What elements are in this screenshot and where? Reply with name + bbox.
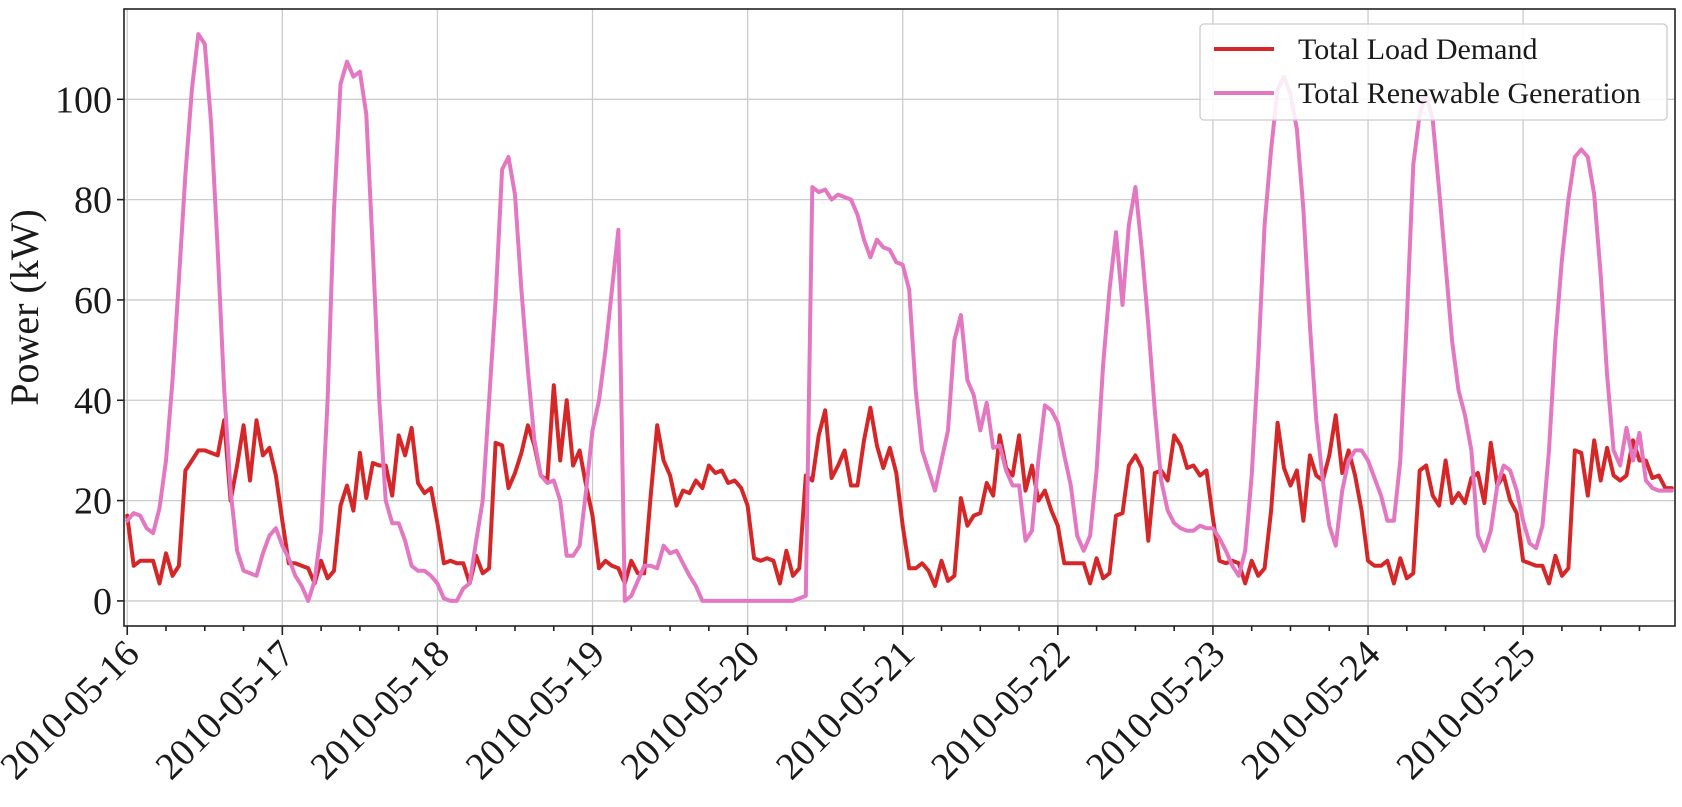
x-tick-label: 2010-05-16 bbox=[0, 633, 148, 788]
x-tick-label: 2010-05-19 bbox=[458, 633, 613, 788]
x-tick-label: 2010-05-20 bbox=[613, 633, 768, 788]
legend-label-load-demand: Total Load Demand bbox=[1298, 33, 1538, 66]
series-line-load-demand bbox=[125, 383, 1674, 588]
x-tick-label: 2010-05-24 bbox=[1233, 633, 1388, 788]
y-tick-label: 100 bbox=[55, 79, 112, 121]
legend-box bbox=[1199, 23, 1668, 121]
y-tick-label: 40 bbox=[74, 380, 112, 422]
legend-label-renewable-generation: Total Renewable Generation bbox=[1298, 77, 1641, 110]
series-group bbox=[125, 32, 1674, 603]
series-line-renewable-generation bbox=[125, 32, 1674, 603]
y-tick-label: 80 bbox=[74, 180, 112, 222]
x-tick-label: 2010-05-17 bbox=[148, 633, 303, 788]
legend: Total Load Demand Total Renewable Genera… bbox=[1199, 23, 1668, 121]
x-tick-label: 2010-05-23 bbox=[1078, 633, 1233, 788]
x-tick-label: 2010-05-22 bbox=[923, 633, 1078, 788]
y-tick-label: 60 bbox=[74, 280, 112, 322]
plot-frame bbox=[123, 8, 1676, 627]
y-tick-label: 20 bbox=[74, 481, 112, 523]
y-tick-label: 0 bbox=[93, 581, 112, 623]
x-tick-label: 2010-05-21 bbox=[768, 633, 923, 788]
y-axis-title: Power (kW) bbox=[2, 209, 47, 406]
x-tick-label: 2010-05-25 bbox=[1388, 633, 1543, 788]
x-tick-label: 2010-05-18 bbox=[303, 633, 458, 788]
